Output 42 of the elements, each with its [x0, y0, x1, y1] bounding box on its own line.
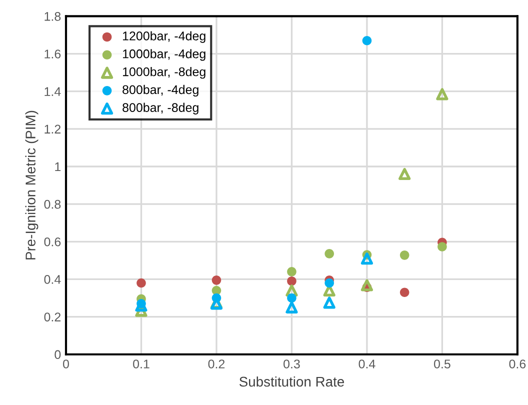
point [438, 242, 447, 252]
legend-label: 1000bar, -4deg [122, 49, 206, 61]
y-tick-label: 0.4 [44, 275, 61, 284]
point [212, 276, 222, 285]
point [287, 267, 296, 276]
point [362, 36, 372, 46]
point [360, 279, 374, 292]
point [136, 278, 146, 288]
x-tick-label: 0.2 [208, 360, 225, 368]
point [324, 249, 334, 258]
legend-label: 800bar, -8deg [122, 102, 198, 114]
point [287, 293, 296, 303]
x-tick-label: 0.1 [133, 360, 150, 368]
y-tick-label: 0 [54, 350, 61, 360]
point [398, 168, 411, 180]
legend-label: 800bar, -4deg [122, 84, 198, 97]
point [323, 296, 336, 309]
point [287, 276, 296, 286]
y-tick-label: 1.8 [44, 12, 61, 21]
y-tick-label: 0.2 [44, 312, 61, 322]
y-tick-label: 1 [55, 162, 61, 172]
x-tick-label: 0 [63, 360, 69, 368]
y-axis-title: Pre-Ignition Metric (PIM) [25, 110, 38, 260]
y-tick-label: 1.2 [44, 124, 61, 134]
point [324, 278, 334, 288]
x-tick-label: 0.5 [434, 360, 450, 368]
point [436, 88, 448, 100]
legend-label: 1200bar, -4deg [122, 31, 206, 43]
point [400, 250, 410, 260]
point [286, 284, 298, 297]
x-tick-label: 0.3 [284, 360, 300, 368]
x-tick-label: 0.4 [358, 360, 376, 368]
x-axis-title: Substitution Rate [239, 376, 344, 387]
point [286, 301, 298, 314]
y-tick-label: 0.8 [44, 200, 61, 209]
y-tick-label: 1.6 [44, 50, 61, 58]
y-tick-label: 1.4 [44, 87, 61, 96]
point [360, 252, 374, 265]
legend-label: 1000bar, -8deg [122, 67, 206, 79]
point [400, 288, 410, 298]
y-tick-label: 0.6 [44, 237, 61, 246]
x-tick-label: 0.6 [509, 360, 526, 368]
